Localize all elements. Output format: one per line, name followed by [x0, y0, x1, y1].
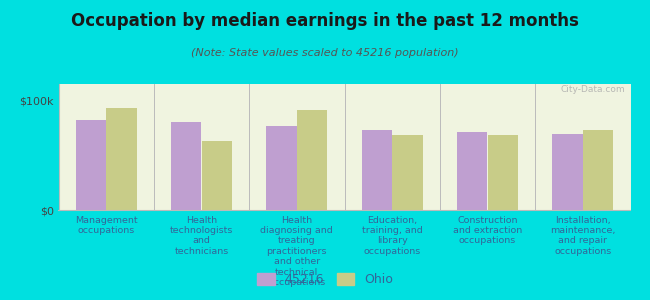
Text: Occupation by median earnings in the past 12 months: Occupation by median earnings in the pas…	[71, 12, 579, 30]
Bar	[106, 108, 136, 210]
Bar	[266, 126, 297, 210]
Bar	[457, 132, 488, 210]
Text: City-Data.com: City-Data.com	[560, 85, 625, 94]
Bar	[171, 122, 202, 210]
Text: (Note: State values scaled to 45216 population): (Note: State values scaled to 45216 popu…	[191, 48, 459, 58]
Bar	[361, 130, 392, 210]
Bar	[392, 136, 422, 210]
Bar	[297, 110, 328, 210]
Bar	[583, 130, 614, 210]
Bar	[552, 134, 583, 210]
Bar	[75, 120, 106, 210]
Bar	[202, 141, 232, 210]
Legend: 45216, Ohio: 45216, Ohio	[252, 268, 398, 291]
Bar	[488, 136, 518, 210]
